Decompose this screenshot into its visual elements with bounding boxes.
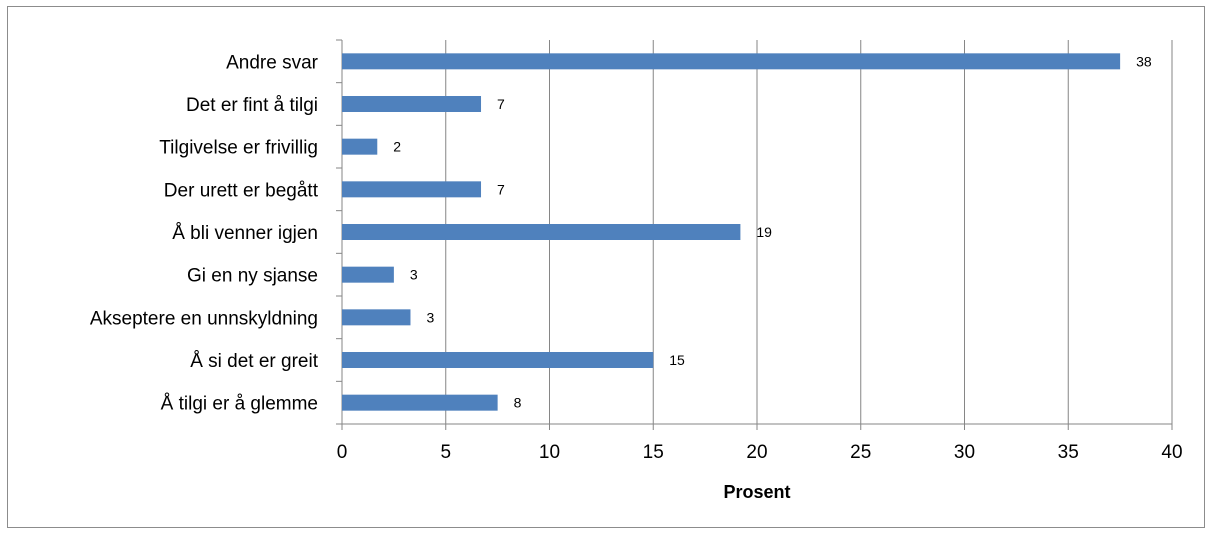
bar — [342, 266, 394, 283]
x-tick-label: 20 — [746, 442, 767, 463]
data-label: 8 — [514, 395, 522, 411]
category-label: Det er fint å tilgi — [186, 95, 318, 116]
x-tick-label: 30 — [954, 442, 975, 463]
x-tick-label: 15 — [643, 442, 664, 463]
bar — [342, 96, 482, 112]
category-label: Gi en ny sjanse — [187, 266, 318, 287]
data-label: 15 — [669, 352, 685, 368]
x-tick-label: 0 — [337, 442, 348, 463]
x-axis-title: Prosent — [723, 482, 790, 502]
chart-frame — [7, 6, 1205, 528]
bar — [342, 138, 378, 155]
bar — [342, 394, 498, 411]
x-tick-label: 35 — [1058, 442, 1079, 463]
x-tick-label: 40 — [1161, 442, 1182, 463]
data-label: 3 — [426, 309, 434, 325]
data-label: 19 — [756, 224, 772, 240]
x-tick-label: 5 — [440, 442, 451, 463]
bar — [342, 53, 1121, 70]
category-label: Å tilgi er å glemme — [161, 394, 318, 415]
data-label: 3 — [410, 267, 418, 283]
data-label: 38 — [1136, 53, 1152, 69]
data-label: 2 — [393, 139, 401, 155]
bar — [342, 181, 482, 198]
x-tick-label: 10 — [539, 442, 560, 463]
category-label: Tilgivelse er frivillig — [159, 138, 318, 159]
category-label: Å bli venner igjen — [172, 223, 318, 244]
category-label: Akseptere en unnskyldning — [90, 308, 318, 329]
category-label: Andre svar — [226, 52, 319, 73]
data-label: 7 — [497, 96, 505, 112]
bar — [342, 224, 741, 240]
category-label: Å si det er greit — [190, 351, 318, 372]
category-label: Der urett er begått — [164, 180, 319, 201]
bar — [342, 309, 411, 326]
x-tick-label: 25 — [850, 442, 871, 463]
data-label: 7 — [497, 181, 505, 197]
bar — [342, 352, 654, 368]
